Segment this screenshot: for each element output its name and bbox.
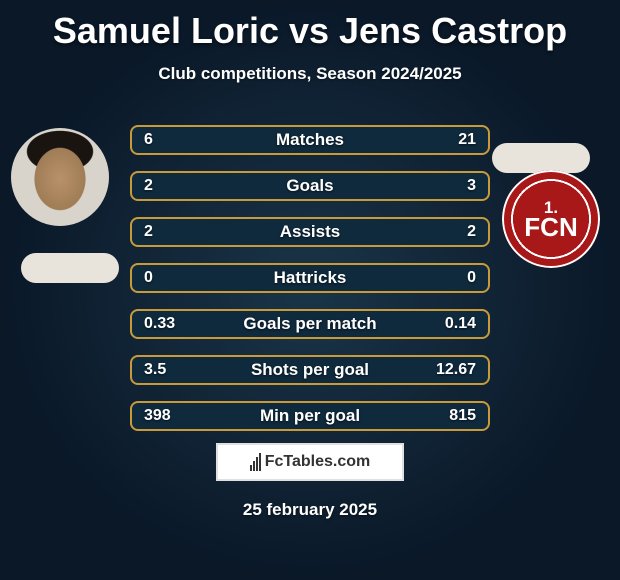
stat-label: Min per goal (132, 406, 488, 426)
stat-label: Shots per goal (132, 360, 488, 380)
stat-row-matches: 6 Matches 21 (130, 125, 490, 155)
stats-table: 6 Matches 21 2 Goals 3 2 Assists 2 0 Hat… (130, 125, 490, 447)
player-right-flag-pill (492, 143, 590, 173)
fctables-text: FcTables.com (265, 453, 371, 471)
player-right-club-logo: 1. FCN (502, 170, 600, 268)
club-logo-text-top: 1. (544, 199, 558, 216)
comparison-date: 25 february 2025 (0, 500, 620, 520)
stat-row-gpm: 0.33 Goals per match 0.14 (130, 309, 490, 339)
club-logo-text-bot: FCN (524, 214, 577, 240)
stat-row-goals: 2 Goals 3 (130, 171, 490, 201)
fctables-bars-icon (250, 453, 261, 471)
stat-label: Goals per match (132, 314, 488, 334)
stat-row-assists: 2 Assists 2 (130, 217, 490, 247)
comparison-subtitle: Club competitions, Season 2024/2025 (0, 64, 620, 84)
stat-row-spg: 3.5 Shots per goal 12.67 (130, 355, 490, 385)
stat-label: Matches (132, 130, 488, 150)
player-left-face (11, 128, 109, 226)
stat-label: Assists (132, 222, 488, 242)
player-left-avatar (11, 128, 109, 226)
stat-label: Goals (132, 176, 488, 196)
comparison-title: Samuel Loric vs Jens Castrop (0, 0, 620, 52)
player-left-flag-pill (21, 253, 119, 283)
stat-row-mpg: 398 Min per goal 815 (130, 401, 490, 431)
stat-row-hattricks: 0 Hattricks 0 (130, 263, 490, 293)
stat-label: Hattricks (132, 268, 488, 288)
fctables-logo: FcTables.com (216, 443, 404, 481)
